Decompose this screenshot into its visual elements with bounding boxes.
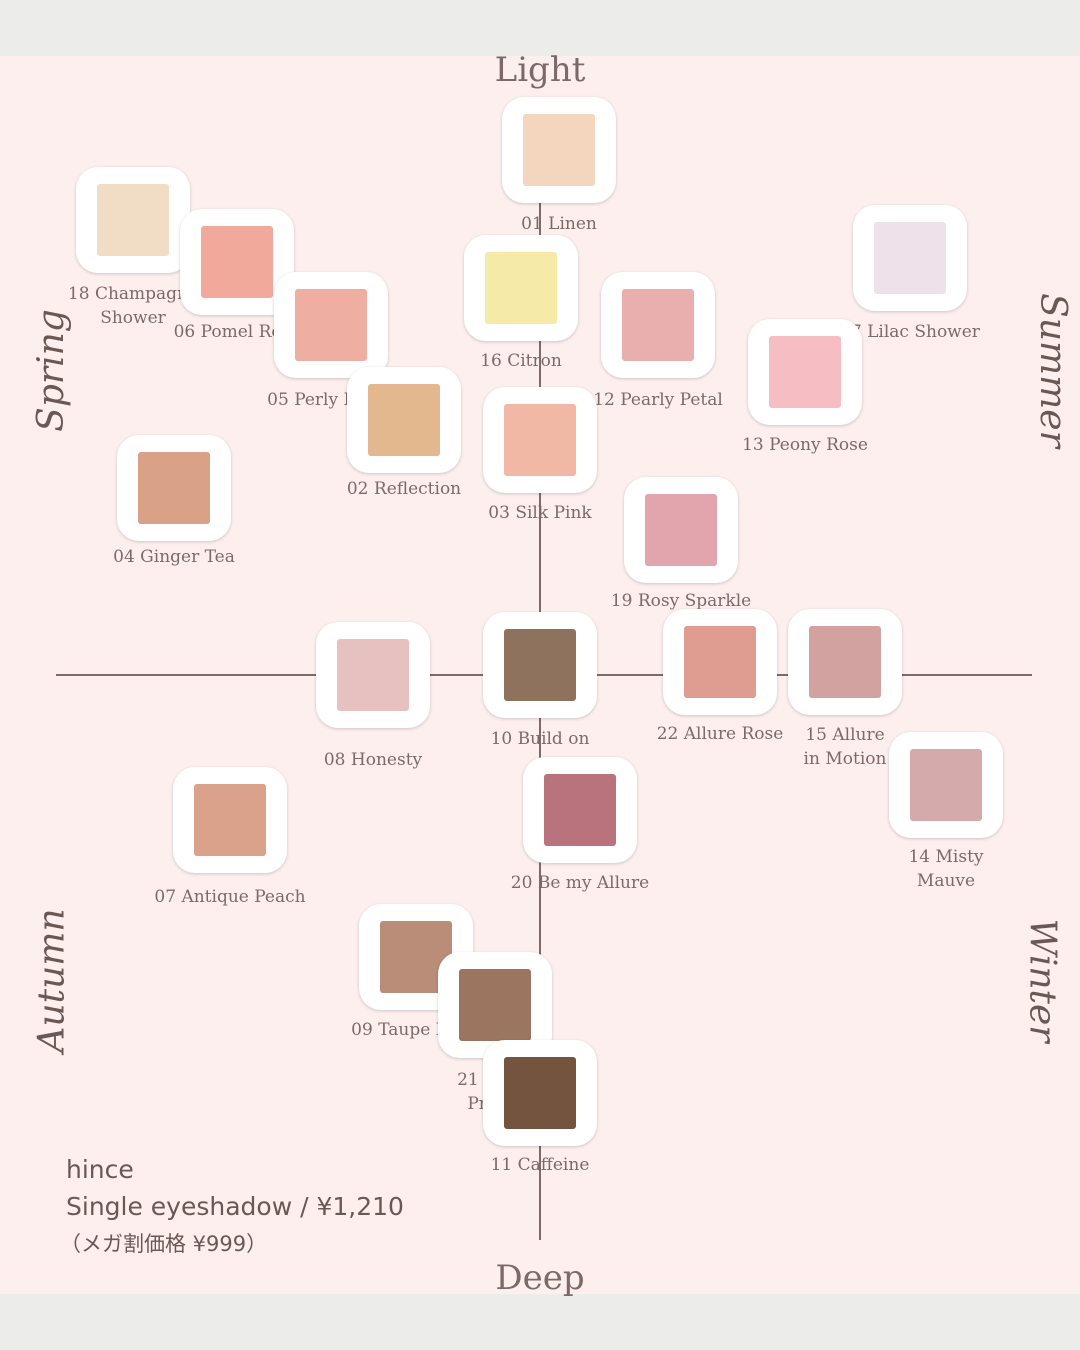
shade-label: 16 Citron — [480, 351, 562, 371]
palette-card — [117, 435, 231, 541]
swatch — [485, 252, 557, 324]
swatch — [544, 774, 616, 846]
swatch — [295, 289, 367, 361]
swatch — [504, 404, 576, 476]
palette-card — [748, 319, 862, 425]
palette-card — [853, 205, 967, 311]
palette-card — [483, 612, 597, 718]
swatch — [809, 626, 881, 698]
palette-card — [274, 272, 388, 378]
shade-label: 15 Allure in Motion — [803, 725, 887, 769]
swatch — [684, 626, 756, 698]
product: Single eyeshadow / ¥1,210 — [66, 1192, 404, 1221]
palette-card — [173, 767, 287, 873]
swatch — [201, 226, 273, 298]
palette-card — [889, 732, 1003, 838]
season: Spring — [30, 309, 72, 432]
season: Summer — [1031, 293, 1073, 448]
shade-label: 08 Honesty — [323, 750, 423, 770]
lace-bottom — [0, 1294, 1080, 1350]
shade-label: 03 Silk Pink — [488, 503, 592, 523]
swatch — [769, 336, 841, 408]
palette-card — [76, 167, 190, 273]
swatch — [459, 969, 531, 1041]
swatch — [523, 114, 595, 186]
swatch — [194, 784, 266, 856]
swatch — [337, 639, 409, 711]
shade-label: 19 Rosy Sparkle — [610, 591, 752, 611]
palette-card — [663, 609, 777, 715]
palette-card — [624, 477, 738, 583]
palette-card — [483, 1040, 597, 1146]
shade-label: 22 Allure Rose — [656, 724, 784, 744]
shade-label: 07 Antique Peach — [154, 887, 306, 907]
palette-card — [601, 272, 715, 378]
shade-label: 14 Misty Mauve — [908, 847, 984, 891]
axis-top: Light — [494, 50, 586, 90]
swatch — [138, 452, 210, 524]
season: Winter — [1021, 918, 1063, 1043]
swatch — [504, 629, 576, 701]
shade-label: 12 Pearly Petal — [593, 390, 723, 410]
shade-label: 01 Linen — [521, 214, 597, 234]
shade-label: 04 Ginger Tea — [113, 547, 235, 567]
palette-card — [347, 367, 461, 473]
swatch — [622, 289, 694, 361]
swatch — [874, 222, 946, 294]
swatch — [645, 494, 717, 566]
sale-price: （メガ割価格 ¥999） — [60, 1232, 268, 1256]
shade-label: 13 Peony Rose — [742, 435, 868, 455]
shade-label: 10 Build on — [490, 729, 590, 749]
palette-card — [316, 622, 430, 728]
swatch — [910, 749, 982, 821]
swatch — [97, 184, 169, 256]
swatch — [368, 384, 440, 456]
swatch — [504, 1057, 576, 1129]
brand: hince — [66, 1155, 134, 1184]
shade-label: 02 Reflection — [346, 479, 462, 499]
palette-card — [788, 609, 902, 715]
shade-label: 11 Caffeine — [490, 1155, 590, 1175]
palette-card — [502, 97, 616, 203]
lace-top — [0, 0, 1080, 56]
shade-label: 20 Be my Allure — [510, 873, 650, 893]
palette-card — [483, 387, 597, 493]
axis-bottom: Deep — [495, 1258, 585, 1298]
palette-card — [523, 757, 637, 863]
shade-label: 18 Champagne Shower — [67, 284, 199, 328]
palette-card — [464, 235, 578, 341]
season: Autumn — [31, 908, 73, 1053]
